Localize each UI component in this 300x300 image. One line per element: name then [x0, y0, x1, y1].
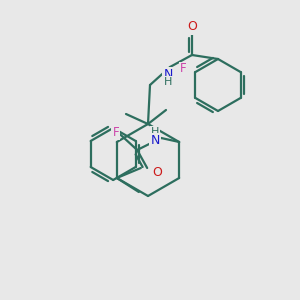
Text: F: F: [112, 127, 119, 140]
Text: N: N: [163, 68, 173, 80]
Text: O: O: [152, 166, 162, 178]
Text: O: O: [187, 20, 197, 34]
Text: H: H: [164, 77, 172, 87]
Text: F: F: [180, 62, 187, 76]
Text: N: N: [151, 134, 160, 146]
Text: H: H: [151, 127, 159, 137]
